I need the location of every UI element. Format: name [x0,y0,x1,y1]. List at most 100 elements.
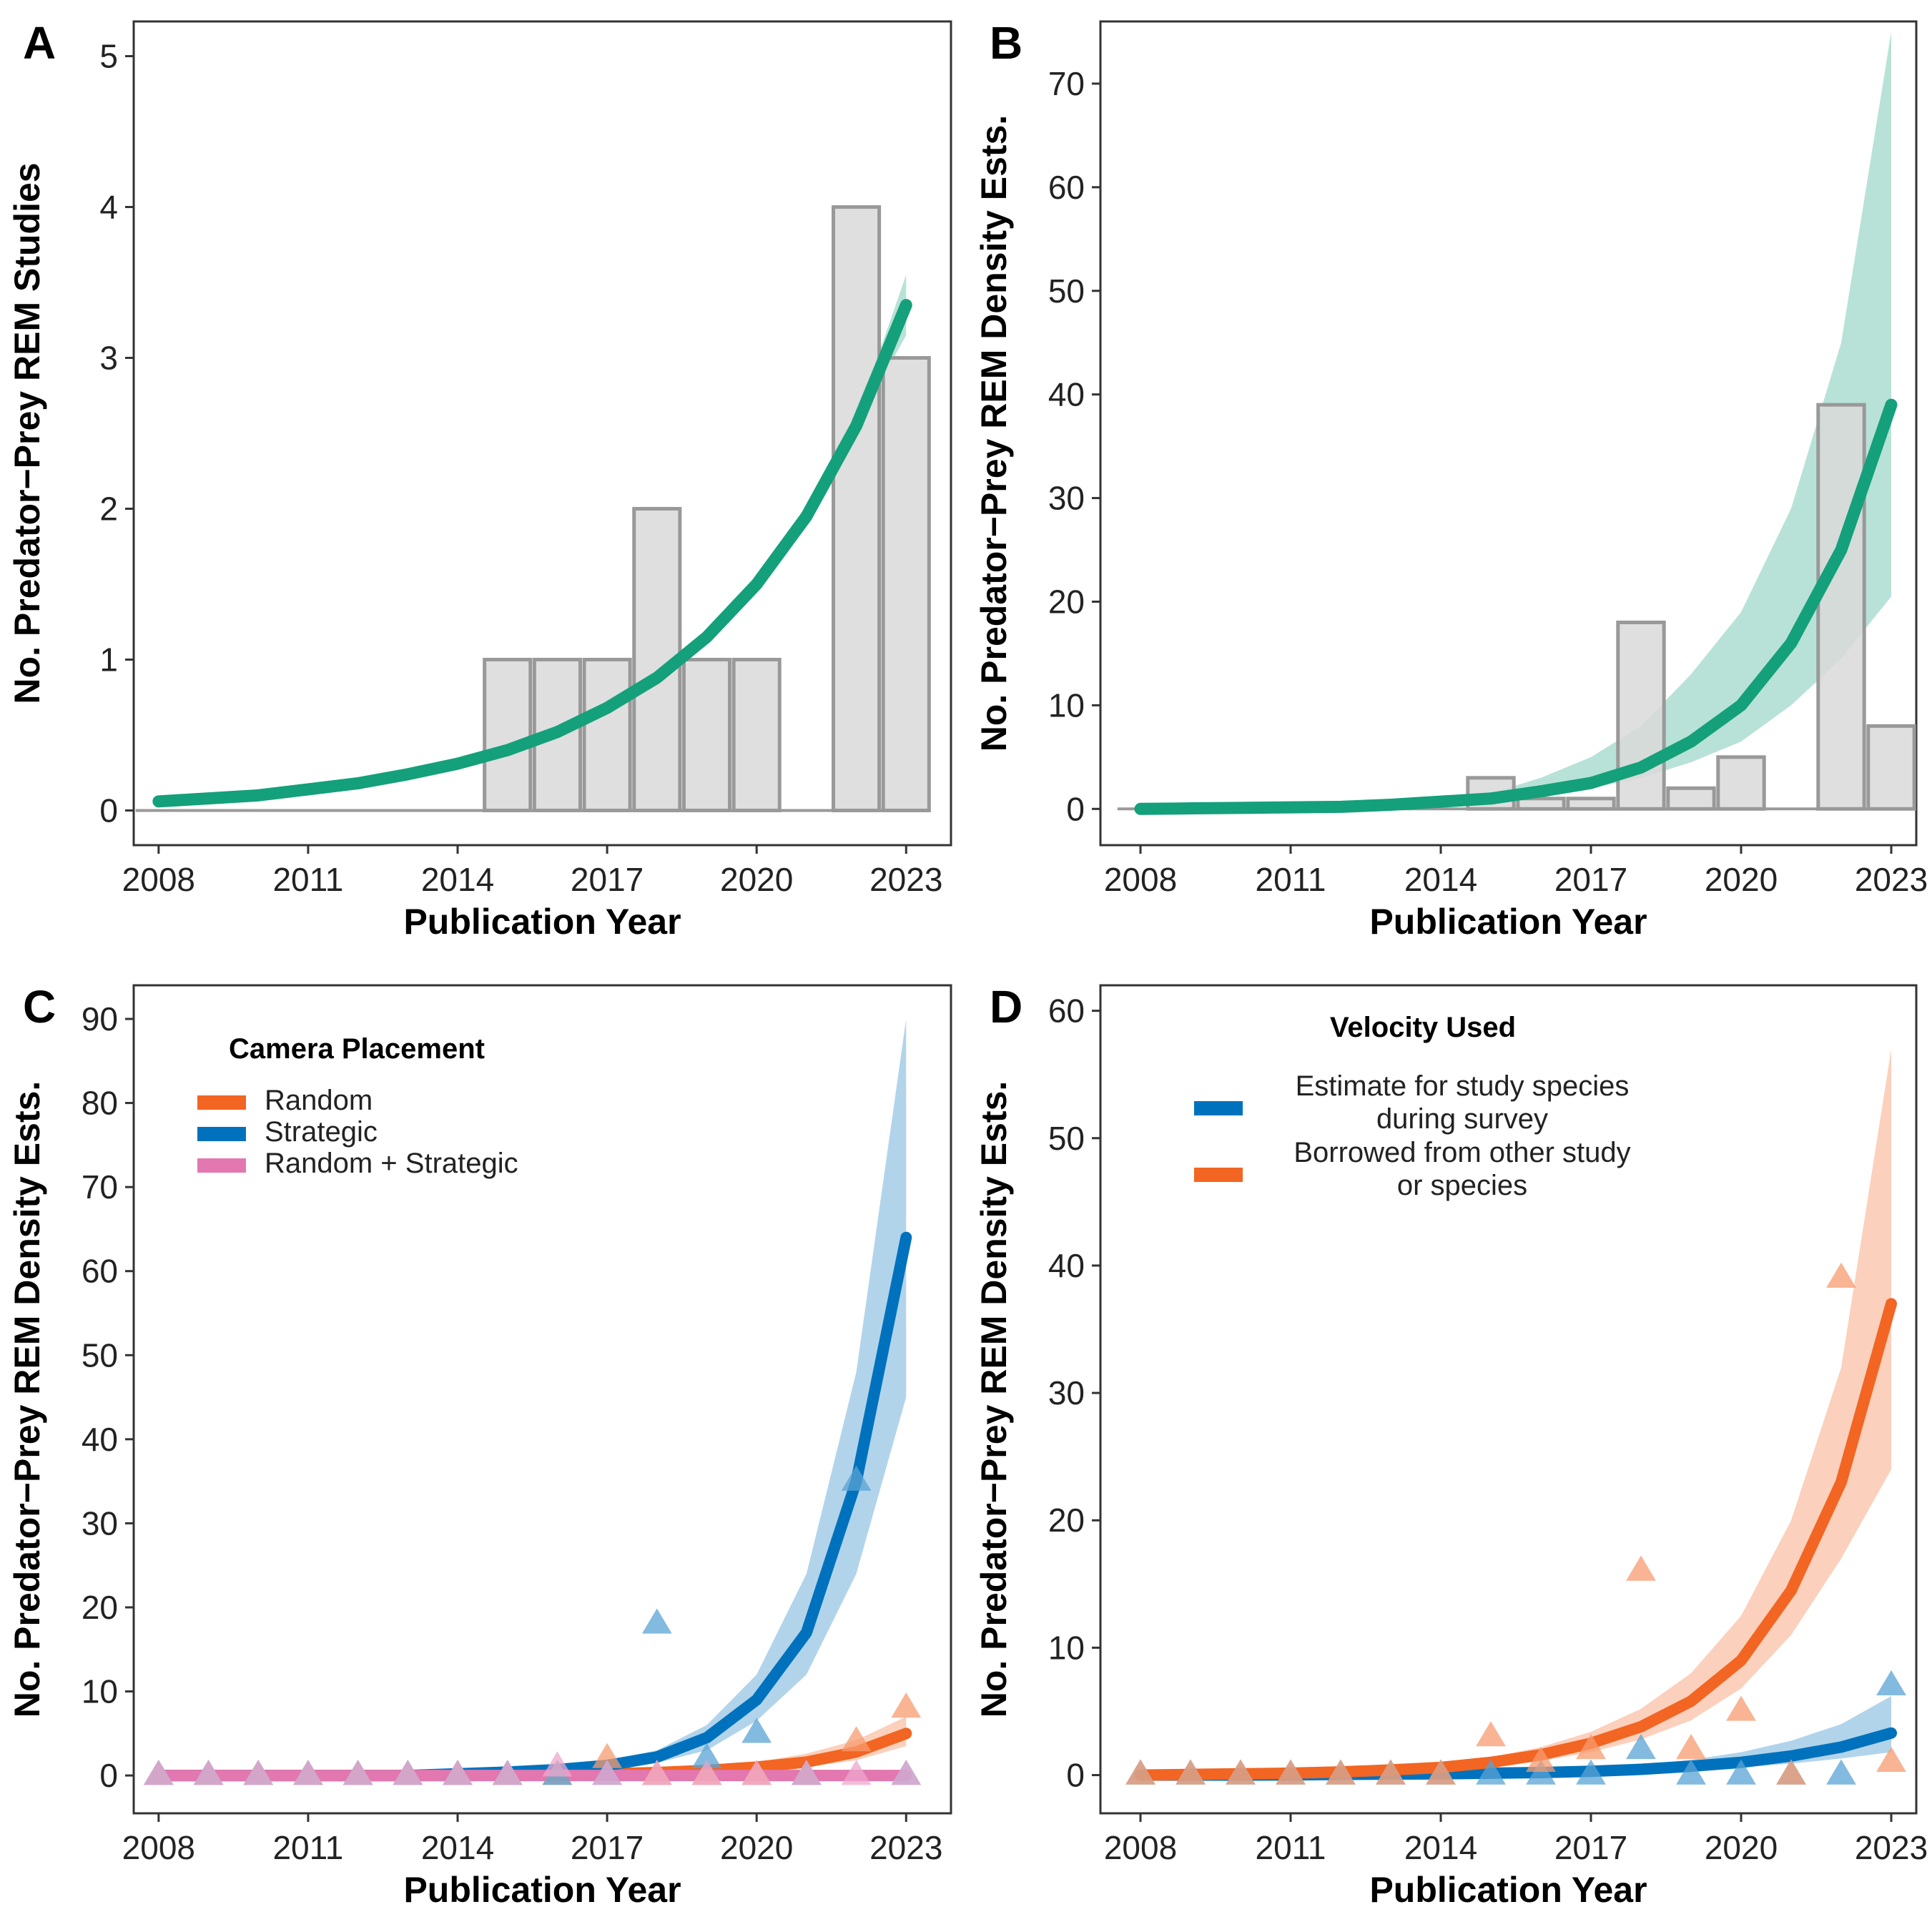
fit-line [152,299,912,808]
x-tick-label: 2008 [122,861,195,898]
y-tick-label: 10 [1048,1629,1085,1666]
y-tick-label: 70 [82,1168,118,1206]
x-tick-label: 2014 [1404,861,1477,898]
legend-title: Velocity Used [1330,1012,1516,1043]
y-tick-label: 20 [1048,583,1085,620]
point-triangle [641,1760,672,1785]
panel-label: A [23,17,56,69]
point-triangle [143,1760,174,1785]
legend: Velocity Used Estimate for study speciesd… [1194,1012,1631,1201]
y-tick-label: 40 [1048,1247,1085,1284]
point-triangle [1576,1733,1606,1760]
legend-label: Random + Strategic [265,1148,518,1179]
point-triangle [542,1751,573,1777]
data-layer [1125,1049,1906,1785]
bar-2020 [1716,755,1766,811]
y-tick-label: 2 [99,490,118,527]
legend-label: Estimate for study species [1296,1070,1630,1102]
x-tick-label: 2014 [421,861,494,898]
x-axis-title: Publication Year [1369,1870,1647,1910]
panel-label: B [990,17,1022,69]
y-tick-label: 20 [82,1589,118,1626]
legend-title: Camera Placement [229,1033,485,1065]
point-triangle [1676,1759,1706,1785]
x-tick-label: 2008 [1104,1829,1177,1866]
x-tick-label: 2023 [869,1829,942,1866]
plot-frame [132,984,952,1815]
panel-d: D 0 10 20 30 40 50 60 2008 2011 2014 2017 2020 2023 Pu… [974,981,1928,1910]
data-layer [143,1019,922,1785]
x-tick-label: 2017 [571,1829,644,1866]
x-axis-title: Publication Year [1369,902,1647,942]
point-triangle [1626,1555,1656,1581]
y-tick-label: 70 [1048,65,1085,102]
legend-label: Strategic [265,1116,378,1148]
bar-2017 [1566,797,1616,811]
plot-frame [1099,984,1918,1815]
y-tick-label: 40 [82,1421,118,1458]
panel-label: C [23,981,56,1033]
y-tick-label: 60 [82,1253,118,1290]
x-tick-label: 2023 [869,861,942,898]
y-tick-label: 10 [1048,686,1085,724]
data-layer [135,205,931,812]
point-triangle [592,1760,623,1785]
x-tick-label: 2014 [1404,1829,1477,1866]
bar-2017 [582,657,632,812]
point-triangle [1326,1759,1356,1785]
y-tick-label: 30 [82,1504,118,1542]
point-triangle [1876,1746,1906,1772]
point-triangle [891,1760,922,1785]
y-tick-label: 0 [1066,1757,1085,1794]
point-triangle [1726,1695,1756,1721]
legend-key [197,1127,246,1141]
legend-label: Borrowed from other study [1293,1137,1630,1168]
y-tick-label: 20 [1048,1502,1085,1539]
panel-c: C 0 10 20 30 40 50 60 70 80 90 2008 2011 2014 2017 2020… [7,981,952,1910]
legend-key [197,1158,246,1173]
point-triangle [492,1760,523,1785]
point-triangle [1826,1262,1856,1288]
point-triangle [293,1760,323,1785]
bar-2018 [1616,620,1666,811]
point-triangle [1276,1759,1306,1785]
y-axis-title: No. Predator−Prey REM Density Ests. [974,1081,1014,1718]
point-triangle [1526,1746,1556,1772]
y-tick-label: 0 [1066,790,1085,827]
point-triangle [791,1760,822,1785]
panel-b: B 0 10 20 30 40 50 60 70 2008 2011 2014 2017 2020 2023… [974,17,1928,942]
point-triangle [1576,1759,1606,1785]
point-triangle [1426,1759,1456,1785]
x-tick-label: 2011 [272,861,343,898]
point-triangle [193,1760,224,1785]
point-triangle [1376,1759,1406,1785]
x-tick-label: 2011 [1256,861,1326,898]
point-triangle [1726,1759,1756,1785]
point-triangle [342,1760,373,1785]
y-tick-label: 3 [99,340,118,377]
x-tick-label: 2017 [1554,1829,1627,1866]
bar-2019 [681,657,732,812]
point-triangle [243,1760,274,1785]
x-tick-label: 2014 [421,1829,494,1866]
point-triangle [741,1717,772,1743]
data-layer [1117,31,1916,815]
x-axis-title: Publication Year [403,902,681,942]
point-triangle [393,1760,423,1785]
point-triangle [641,1608,672,1634]
y-tick-label: 0 [99,792,118,829]
x-tick-label: 2023 [1855,861,1928,898]
x-tick-label: 2020 [1705,861,1778,898]
y-tick-label: 30 [1048,480,1085,517]
bar-2016 [1516,797,1566,811]
point-triangle [841,1726,872,1752]
point-triangle [592,1743,623,1768]
point-triangle [841,1760,872,1785]
x-tick-label: 2008 [1104,861,1177,898]
y-tick-label: 0 [99,1757,118,1794]
plot-frame [1099,20,1918,847]
y-tick-label: 4 [99,189,118,226]
x-tick-label: 2017 [1554,861,1627,898]
y-tick-label: 30 [1048,1374,1085,1411]
x-tick-label: 2017 [571,861,644,898]
